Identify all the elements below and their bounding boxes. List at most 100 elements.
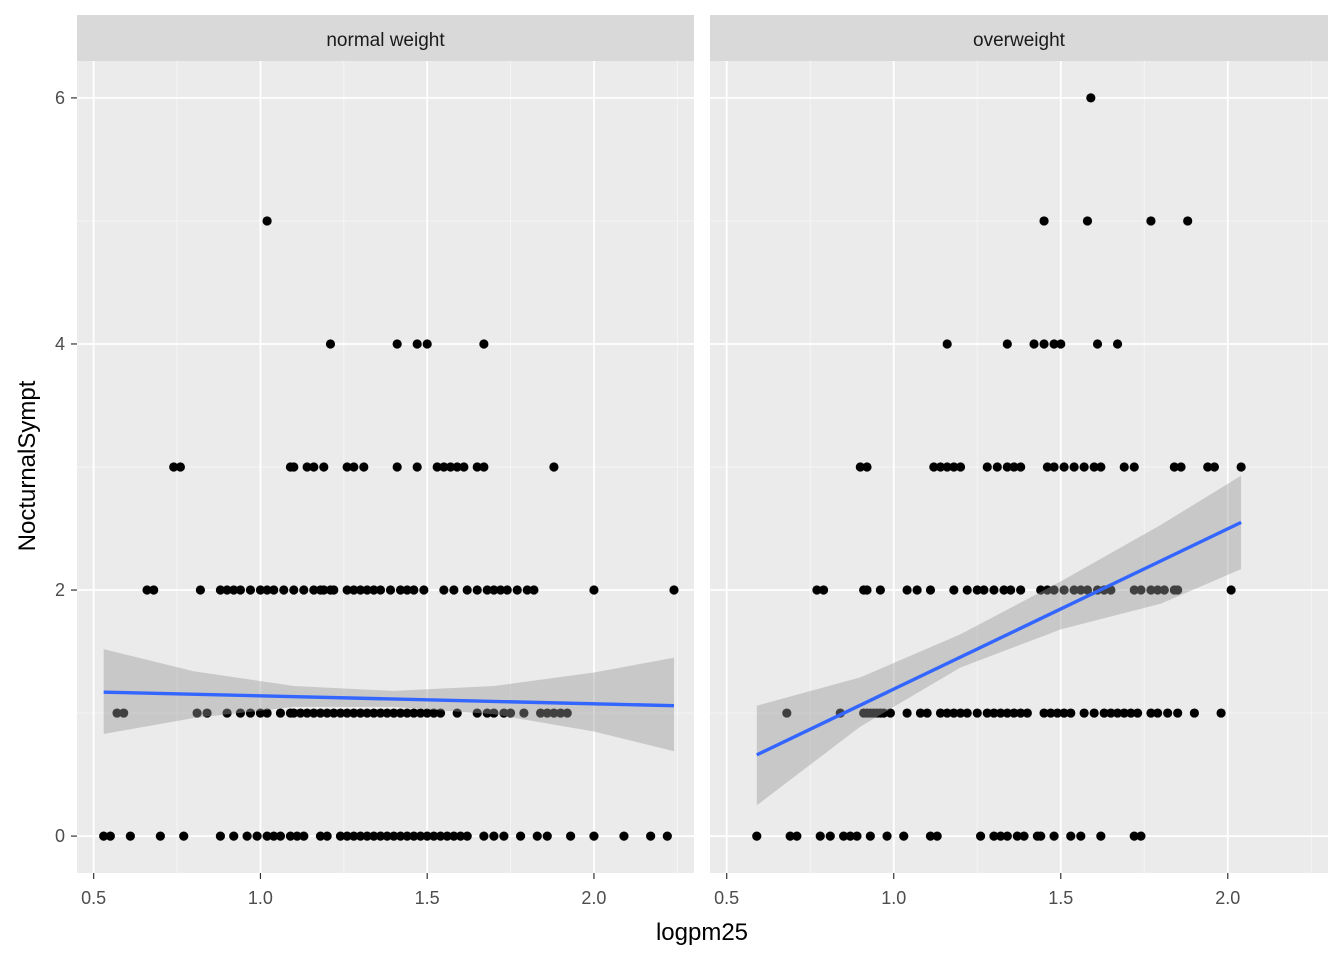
data-point	[412, 462, 422, 472]
data-point	[202, 708, 212, 718]
x-tick-label: 1.5	[415, 888, 440, 908]
data-point	[412, 339, 422, 349]
data-point	[382, 831, 392, 841]
data-point	[375, 585, 386, 595]
data-point	[942, 708, 952, 718]
facet-strip-label: normal weight	[326, 30, 445, 51]
data-point	[1022, 708, 1032, 718]
data-point	[422, 708, 432, 718]
data-point	[1002, 339, 1012, 349]
data-point	[532, 831, 542, 841]
data-point	[402, 831, 412, 841]
data-point	[845, 831, 855, 841]
data-point	[1119, 462, 1129, 472]
data-point	[1066, 831, 1076, 841]
y-tick-label: 6	[55, 88, 65, 108]
data-point	[422, 339, 432, 349]
data-point	[942, 462, 952, 472]
data-point	[949, 708, 959, 718]
data-point	[409, 831, 419, 841]
x-tick-label: 1.5	[1048, 888, 1073, 908]
data-point	[1019, 831, 1029, 841]
data-point	[812, 585, 822, 595]
data-point	[1132, 708, 1143, 718]
data-point	[1006, 585, 1016, 595]
data-point	[785, 831, 795, 841]
data-point	[195, 585, 205, 595]
data-point	[1049, 462, 1059, 472]
data-point	[175, 462, 185, 472]
data-point	[355, 831, 366, 841]
data-point	[369, 831, 379, 841]
data-point	[342, 462, 352, 472]
data-point	[349, 585, 359, 595]
data-point	[482, 585, 492, 595]
data-point	[335, 708, 346, 718]
data-point	[452, 462, 462, 472]
data-point	[1183, 216, 1193, 226]
data-point	[1016, 708, 1026, 718]
data-point	[179, 831, 189, 841]
data-point	[495, 585, 506, 595]
data-point	[875, 585, 885, 595]
data-point	[1009, 462, 1019, 472]
data-point	[149, 585, 159, 595]
data-point	[1069, 585, 1079, 595]
data-point	[1129, 831, 1139, 841]
data-point	[1056, 339, 1066, 349]
data-point	[262, 585, 272, 595]
data-point	[292, 831, 302, 841]
smooth-line	[756, 520, 1242, 757]
data-point	[1042, 462, 1052, 472]
data-point	[309, 462, 319, 472]
data-point	[562, 708, 572, 718]
data-point	[1153, 708, 1163, 718]
data-point	[972, 708, 982, 718]
data-point	[269, 831, 279, 841]
data-point	[322, 708, 332, 718]
data-point	[289, 462, 299, 472]
data-point	[459, 462, 469, 472]
data-point	[1036, 585, 1046, 595]
data-point	[295, 708, 306, 718]
data-point	[302, 462, 312, 472]
data-point	[362, 585, 372, 595]
data-point	[499, 831, 509, 841]
data-point	[815, 831, 825, 841]
data-point	[1059, 708, 1069, 718]
facet-panel-0: normal weight 0.5 1.0 1.5 2.0	[77, 15, 694, 908]
data-point	[902, 708, 912, 718]
data-point	[105, 831, 115, 841]
data-point	[349, 462, 359, 472]
data-point	[489, 585, 499, 595]
data-point	[975, 831, 986, 841]
data-point	[555, 708, 566, 718]
x-tick-label: 1.0	[881, 888, 906, 908]
data-point	[449, 585, 459, 595]
data-point	[452, 708, 462, 718]
data-point	[929, 462, 939, 472]
data-point	[529, 585, 539, 595]
data-point	[1096, 462, 1106, 472]
data-point	[325, 339, 336, 349]
data-point	[1236, 462, 1246, 472]
data-point	[1189, 708, 1199, 718]
data-point	[262, 216, 272, 226]
data-point	[215, 585, 226, 595]
facet-strip	[710, 15, 1328, 61]
data-point	[1136, 831, 1146, 841]
data-point	[1173, 708, 1183, 718]
data-point	[289, 708, 299, 718]
data-point	[462, 831, 472, 841]
data-point	[489, 831, 499, 841]
data-point	[395, 585, 406, 595]
data-point	[1076, 831, 1086, 841]
data-point	[899, 831, 909, 841]
data-point	[409, 585, 419, 595]
data-point	[1016, 585, 1026, 595]
data-point	[99, 831, 109, 841]
data-point	[489, 708, 499, 718]
data-point	[455, 831, 466, 841]
data-point	[962, 585, 972, 595]
data-point	[1079, 462, 1089, 472]
